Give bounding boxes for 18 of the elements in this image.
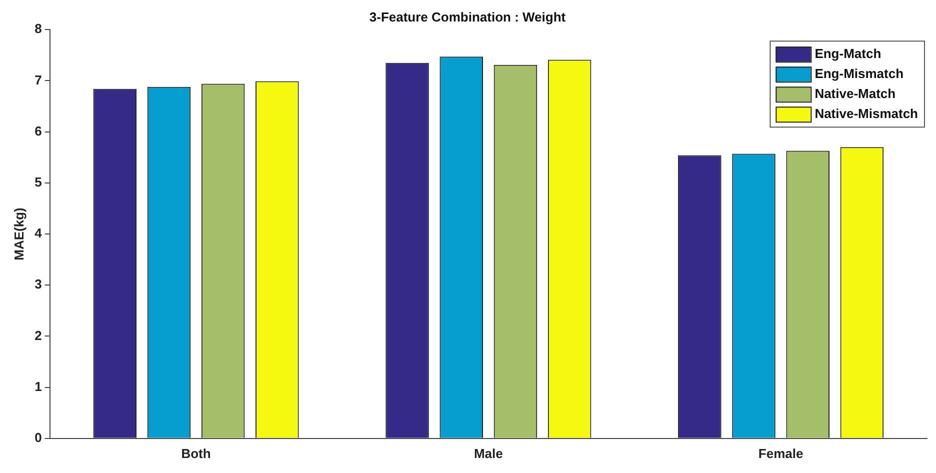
legend-label: Eng-Mismatch (814, 66, 904, 82)
legend-label: Eng-Match (814, 46, 882, 62)
y-tick-label: 7 (34, 72, 42, 88)
y-tick-label: 2 (34, 328, 42, 343)
chart-title: 3-Feature Combination : Weight (369, 9, 566, 24)
legend-label: Native-Match (814, 86, 896, 102)
y-tick-label: 8 (34, 21, 42, 36)
y-tick-label: 5 (34, 174, 42, 190)
x-tick-label: Female (758, 446, 804, 461)
legend-label: Native-Mismatch (814, 106, 918, 122)
y-tick-label: 4 (34, 226, 43, 241)
x-tick-label: Male (474, 446, 503, 461)
y-tick-label: 0 (34, 430, 42, 445)
y-tick-label: 1 (34, 378, 42, 394)
y-tick-label: 3 (34, 276, 42, 292)
y-tick-label: 6 (34, 123, 42, 138)
y-axis-title: MAE(kg) (11, 208, 26, 260)
x-tick-label: Both (181, 446, 211, 461)
